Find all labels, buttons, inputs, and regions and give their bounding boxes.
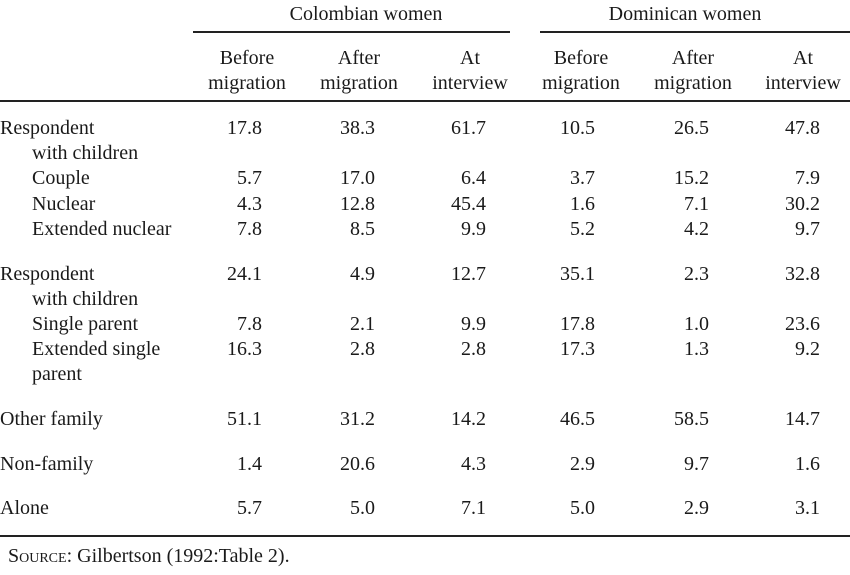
- cell-value: 3.1: [795, 497, 820, 520]
- cell-value: 4.3: [461, 452, 486, 475]
- cell-value: 47.8: [785, 117, 820, 139]
- cell-value: 14.2: [451, 408, 486, 430]
- row-label: Extended single: [32, 338, 161, 361]
- row-label: Respondent: [0, 262, 95, 285]
- cell-value: 20.6: [340, 452, 375, 475]
- cell-value: 2.1: [350, 312, 375, 335]
- cell-value: 17.8: [227, 117, 262, 139]
- cell-value: 7.1: [461, 497, 486, 520]
- column-header: migration: [320, 72, 398, 94]
- source-label: Source:: [8, 545, 73, 567]
- cell-value: 9.9: [461, 312, 486, 335]
- row-label: Respondent: [0, 117, 95, 139]
- row-label: Other family: [0, 408, 103, 430]
- cell-value: 58.5: [674, 408, 709, 430]
- column-header: interview: [432, 72, 508, 94]
- cell-value: 35.1: [560, 262, 595, 285]
- cell-value: 31.2: [340, 408, 375, 430]
- cell-value: 9.2: [795, 338, 820, 361]
- row-label: parent: [32, 363, 82, 386]
- column-header: Before: [553, 47, 609, 69]
- header-rule: [0, 100, 850, 102]
- cell-value: 1.6: [570, 192, 595, 215]
- cell-value: 30.2: [785, 192, 820, 215]
- column-header: After: [671, 47, 715, 69]
- cell-value: 61.7: [451, 117, 486, 139]
- cell-value: 9.9: [461, 217, 486, 240]
- cell-value: 9.7: [795, 217, 820, 240]
- cell-value: 1.0: [684, 312, 709, 335]
- cell-value: 4.9: [350, 262, 375, 285]
- cell-value: 10.5: [560, 117, 595, 139]
- cell-value: 1.6: [795, 452, 820, 475]
- cell-value: 9.7: [684, 452, 709, 475]
- cell-value: 12.8: [340, 192, 375, 215]
- cell-value: 51.1: [227, 408, 262, 430]
- cell-value: 15.2: [674, 167, 709, 190]
- cell-value: 2.9: [570, 452, 595, 475]
- group-rule: [540, 31, 850, 33]
- cell-value: 12.7: [451, 262, 486, 285]
- row-label: with children: [32, 287, 139, 310]
- cell-value: 46.5: [560, 408, 595, 430]
- cell-value: 26.5: [674, 117, 709, 139]
- cell-value: 1.3: [684, 338, 709, 361]
- cell-value: 2.8: [350, 338, 375, 361]
- cell-value: 5.7: [237, 167, 262, 190]
- cell-value: 5.0: [350, 497, 375, 520]
- cell-value: 17.0: [340, 167, 375, 190]
- cell-value: 7.8: [237, 217, 262, 240]
- cell-value: 16.3: [227, 338, 262, 361]
- cell-value: 5.0: [570, 497, 595, 520]
- group-rule: [193, 31, 510, 33]
- cell-value: 8.5: [350, 217, 375, 240]
- cell-value: 24.1: [227, 262, 262, 285]
- group-header: Dominican women: [608, 3, 762, 25]
- column-header: migration: [208, 72, 286, 94]
- source-text: Gilbertson (1992:Table 2).: [77, 545, 290, 567]
- cell-value: 38.3: [340, 117, 375, 139]
- column-header: At: [460, 47, 480, 69]
- column-header: Before: [219, 47, 275, 69]
- row-label: Alone: [0, 497, 49, 520]
- cell-value: 4.3: [237, 192, 262, 215]
- column-header: migration: [654, 72, 732, 94]
- cell-value: 5.7: [237, 497, 262, 520]
- cell-value: 4.2: [684, 217, 709, 240]
- source-note: Source: Gilbertson (1992:Table 2).: [8, 544, 290, 568]
- row-label: Couple: [32, 167, 90, 190]
- cell-value: 1.4: [237, 452, 262, 475]
- group-header: Colombian women: [289, 3, 443, 25]
- column-header: After: [337, 47, 381, 69]
- bottom-rule: [0, 535, 850, 537]
- column-header: migration: [542, 72, 620, 94]
- cell-value: 14.7: [785, 408, 820, 430]
- cell-value: 17.8: [560, 312, 595, 335]
- row-label: Non-family: [0, 452, 94, 475]
- cell-value: 17.3: [560, 338, 595, 361]
- cell-value: 45.4: [451, 192, 486, 215]
- cell-value: 2.8: [461, 338, 486, 361]
- cell-value: 2.3: [684, 262, 709, 285]
- cell-value: 3.7: [570, 167, 595, 190]
- cell-value: 5.2: [570, 217, 595, 240]
- cell-value: 7.9: [795, 167, 820, 190]
- row-label: with children: [32, 142, 139, 165]
- cell-value: 7.8: [237, 312, 262, 335]
- row-label: Extended nuclear: [32, 217, 172, 240]
- cell-value: 32.8: [785, 262, 820, 285]
- cell-value: 23.6: [785, 312, 820, 335]
- cell-value: 2.9: [684, 497, 709, 520]
- column-header: At: [793, 47, 813, 69]
- row-label: Single parent: [32, 312, 139, 335]
- cell-value: 6.4: [461, 167, 486, 190]
- column-header: interview: [765, 72, 841, 94]
- row-label: Nuclear: [32, 192, 96, 215]
- cell-value: 7.1: [684, 192, 709, 215]
